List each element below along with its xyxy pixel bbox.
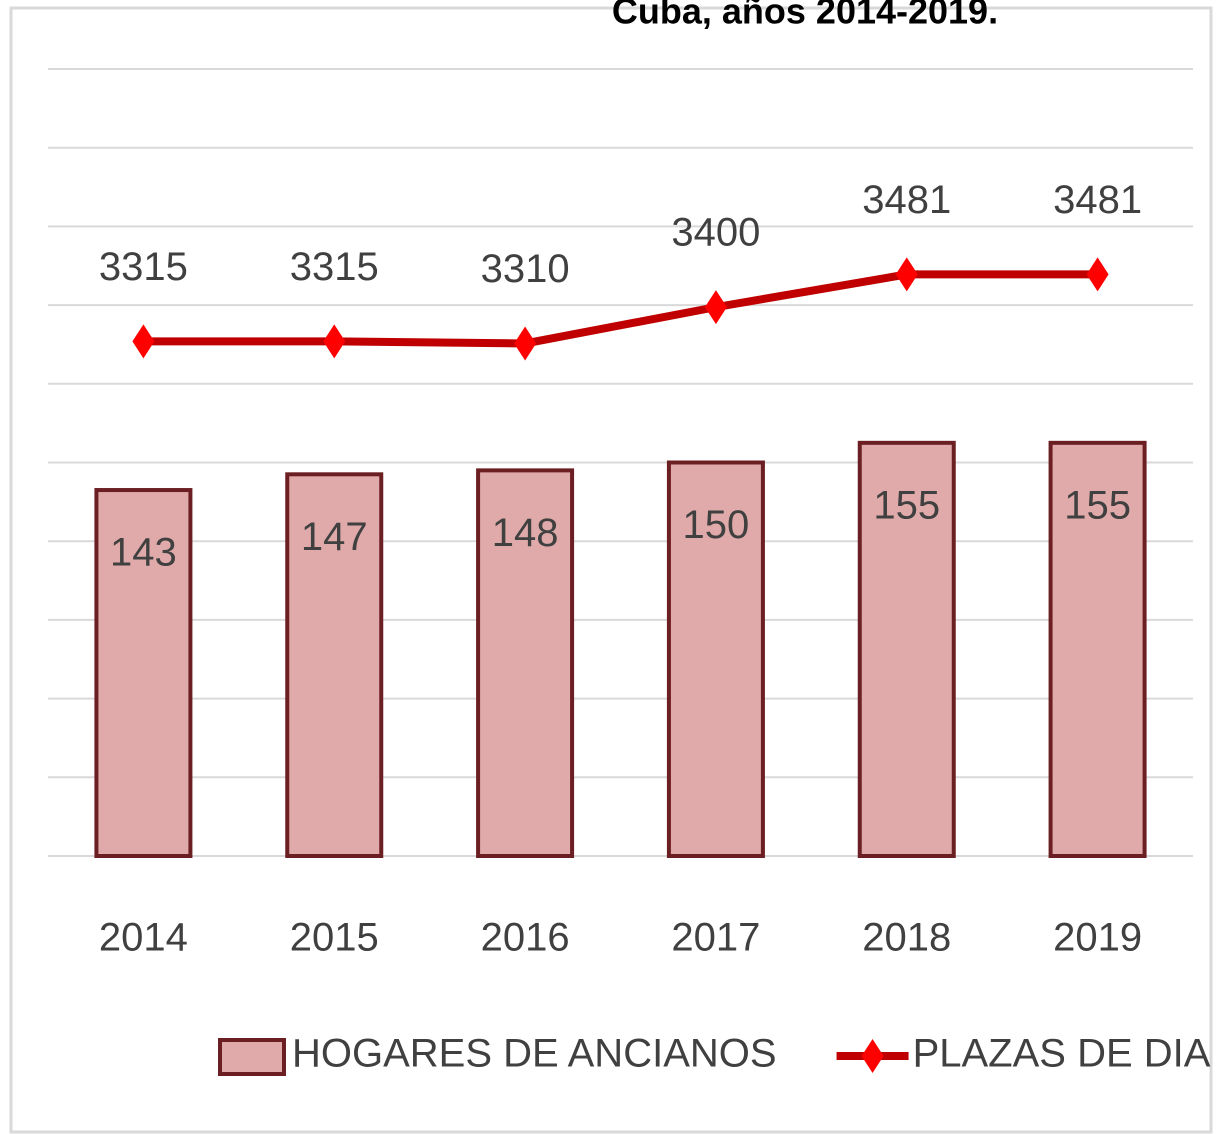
marker [895,257,918,292]
bar [285,472,384,858]
data-label: 148 [492,511,559,555]
legend-marker [861,1039,884,1073]
bar [476,468,575,858]
data-label: 3481 [1053,178,1142,222]
marker [1086,257,1109,292]
line [143,270,1098,348]
legend-label: HOGARES DE ANCIANOS [292,1032,777,1076]
x-tick-label: 2016 [481,916,570,960]
data-label: 3481 [862,178,951,222]
bar [666,460,765,858]
chart-border [9,6,1213,1134]
data-label: 143 [110,531,177,575]
marker [704,290,727,325]
marker [323,324,346,359]
marker [514,326,537,361]
chart-title: Cuba, años 2014-2019. [612,0,998,32]
x-tick-label: 2014 [99,916,188,960]
data-label: 150 [683,503,750,547]
x-tick-label: 2015 [290,916,379,960]
data-label: 3315 [99,245,188,289]
marker [132,324,155,359]
data-label: 3310 [481,247,570,291]
data-label: 3400 [671,211,760,255]
x-tick-label: 2018 [862,916,951,960]
legend-swatch [218,1038,286,1076]
data-label: 147 [301,515,368,559]
data-label: 155 [873,483,940,527]
bar [857,440,956,858]
x-tick-label: 2017 [671,916,760,960]
data-label: 3315 [290,245,379,289]
bar [1048,440,1147,858]
bar [94,488,193,858]
legend-label: PLAZAS DE DIA [913,1032,1211,1076]
x-tick-label: 2019 [1053,916,1142,960]
data-label: 155 [1064,483,1131,527]
